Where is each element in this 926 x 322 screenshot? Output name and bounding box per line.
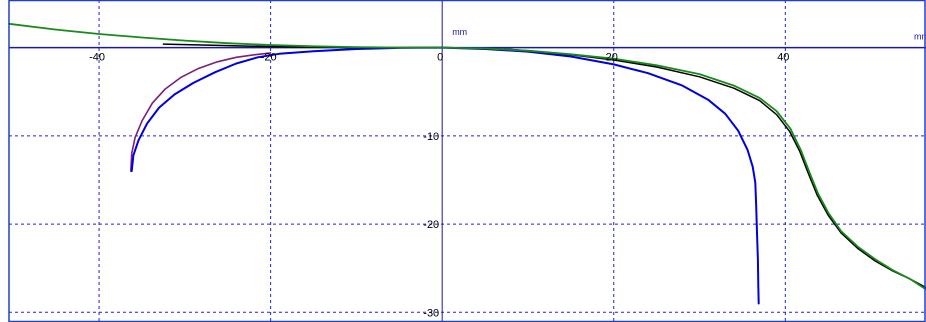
y-axis-unit-label: mm: [452, 27, 467, 37]
grid-lines: [9, 0, 926, 322]
tick-labels: mm mm -40 -20 0 20 40 -10 -20 -30: [89, 27, 926, 319]
x-axis-unit-label: mm: [914, 32, 926, 42]
y-tick-label: -30: [423, 307, 439, 319]
series-line-1: [130, 52, 272, 172]
x-tick-label: -20: [261, 52, 277, 64]
x-tick-label: 20: [606, 52, 618, 64]
x-tick-label: 0: [437, 52, 443, 64]
series-lines: [8, 22, 926, 305]
x-tick-label: 40: [777, 52, 789, 64]
y-tick-label: -20: [423, 219, 439, 231]
x-tick-label: -40: [89, 52, 105, 64]
series-line-4: [8, 22, 926, 291]
y-tick-label: -10: [423, 131, 439, 143]
